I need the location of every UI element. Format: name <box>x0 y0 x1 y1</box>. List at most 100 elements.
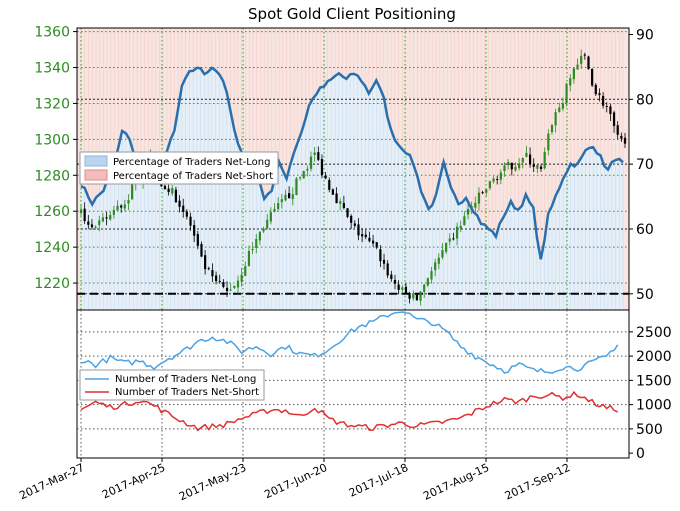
candle <box>94 225 97 230</box>
candle <box>127 194 130 211</box>
candle <box>569 74 572 92</box>
candle <box>390 270 393 282</box>
candle <box>393 274 397 290</box>
tick-label: 2017-Jul-18 <box>347 461 410 500</box>
candle <box>521 157 524 169</box>
candle <box>419 291 422 306</box>
candle <box>525 146 528 158</box>
candle <box>309 151 313 172</box>
series-line-net-short-count <box>80 390 619 432</box>
candle <box>163 184 167 190</box>
candle <box>466 202 470 220</box>
candle <box>547 129 550 156</box>
candle <box>233 285 236 290</box>
candle <box>90 219 94 230</box>
legend-swatch-long <box>84 155 108 167</box>
candle <box>288 186 291 199</box>
candle <box>174 186 178 203</box>
candle <box>357 218 360 241</box>
tick-label: 1500 <box>636 373 672 389</box>
tick-label: 1280 <box>34 168 70 184</box>
tick-label: 2017-Aug-15 <box>421 461 491 503</box>
candle <box>178 195 181 213</box>
candle <box>583 52 586 60</box>
long-area <box>81 67 623 310</box>
candle <box>79 203 83 217</box>
candle <box>353 220 356 228</box>
candle <box>532 158 535 173</box>
candle <box>229 283 232 292</box>
candle <box>331 188 335 196</box>
candle <box>368 231 371 243</box>
candle <box>452 232 455 241</box>
candle <box>225 281 229 297</box>
candle <box>218 274 221 284</box>
tick-label: 1320 <box>34 96 70 112</box>
candle <box>236 275 240 294</box>
candle <box>258 231 261 245</box>
candle <box>609 103 612 121</box>
candle <box>196 230 199 250</box>
candle <box>404 282 408 295</box>
top-legend: Percentage of Traders Net-Long Percentag… <box>79 151 279 185</box>
candle <box>112 205 115 219</box>
candle <box>171 184 174 196</box>
tick-label: 500 <box>636 422 663 438</box>
candle <box>317 146 320 162</box>
candle <box>87 215 90 229</box>
candle <box>412 290 415 301</box>
candle <box>291 187 294 206</box>
candle <box>539 164 543 172</box>
candle <box>591 68 594 88</box>
candle <box>463 211 466 226</box>
candle <box>510 162 513 176</box>
legend-label-short-count: Number of Traders Net-Short <box>115 387 259 398</box>
candle <box>346 208 349 219</box>
candle <box>222 279 225 289</box>
candle <box>576 58 579 70</box>
candle <box>189 212 192 231</box>
candle <box>558 102 561 113</box>
tick-label: 2017-Apr-25 <box>100 461 167 502</box>
candle <box>306 165 309 177</box>
candle <box>98 215 101 232</box>
candle <box>335 187 338 204</box>
candle <box>448 233 451 246</box>
candle <box>313 146 316 162</box>
candle <box>397 280 400 294</box>
candle <box>620 132 623 142</box>
candle <box>437 253 440 270</box>
series-line-net-long-count <box>80 311 619 374</box>
candle <box>262 226 265 234</box>
candle <box>364 229 367 240</box>
candle <box>167 184 170 196</box>
candle <box>120 204 123 213</box>
top-panel: 1220 1240 1260 1280 1300 1320 1340 1360 50 60 70 8… <box>34 25 654 311</box>
candle <box>485 188 488 197</box>
tick-label: 2500 <box>636 325 672 341</box>
price-candles <box>79 49 627 306</box>
tick-label: 1240 <box>34 240 70 256</box>
candle <box>496 175 499 185</box>
tick-label: 60 <box>636 222 654 238</box>
candle <box>587 55 590 70</box>
candle <box>244 261 247 277</box>
candle <box>492 176 495 184</box>
candle <box>605 102 608 113</box>
legend-label-long: Percentage of Traders Net-Long <box>113 157 271 168</box>
candle <box>123 199 126 212</box>
candle <box>105 211 108 226</box>
candle <box>580 49 583 69</box>
bottom-grid <box>77 310 629 458</box>
candle <box>445 242 448 254</box>
candle <box>601 91 605 109</box>
tick-label: 1000 <box>636 398 672 414</box>
tick-label: 1360 <box>34 25 70 41</box>
candle <box>200 241 203 258</box>
legend-label-long-count: Number of Traders Net-Long <box>115 374 256 385</box>
candle <box>543 147 546 170</box>
candle <box>528 147 532 168</box>
tick-label: 90 <box>636 27 654 43</box>
tick-label: 2017-May-23 <box>177 461 248 503</box>
tick-label: 2017-Sep-12 <box>503 461 573 503</box>
